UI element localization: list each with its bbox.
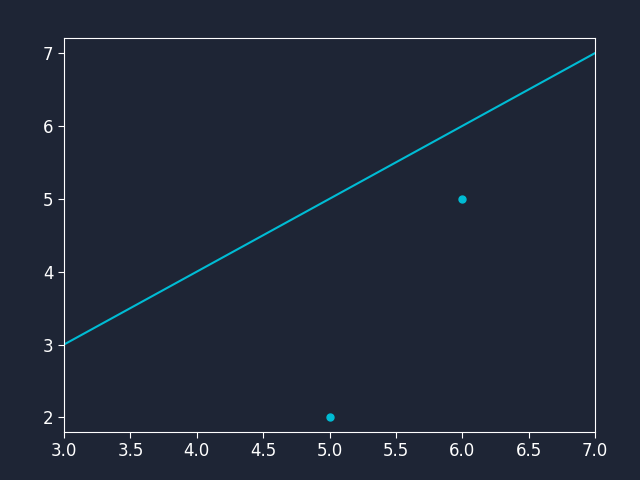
Point (324, 414, 335, 421)
Point (458, 195, 468, 203)
